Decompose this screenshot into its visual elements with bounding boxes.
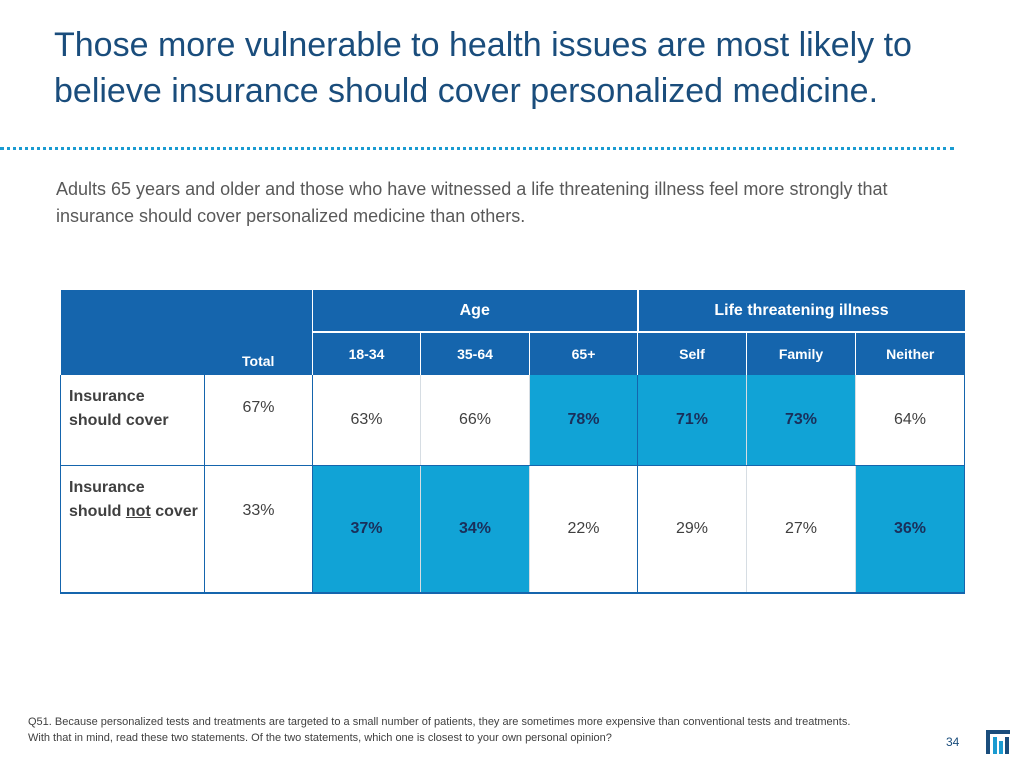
cell-family: 73% — [746, 375, 856, 466]
cell-neither: 36% — [855, 465, 965, 594]
slide-subtitle: Adults 65 years and older and those who … — [56, 179, 888, 226]
logo-icon — [986, 730, 1010, 754]
header-col-neither: Neither — [855, 331, 965, 375]
cell-total: 33% — [204, 465, 313, 594]
cell-18-34: 37% — [312, 465, 421, 594]
header-corner — [60, 290, 205, 375]
cell-35-64: 66% — [420, 375, 530, 466]
header-group-illness: Life threatening illness — [636, 290, 965, 332]
header-col-35-64: 35-64 — [420, 331, 530, 375]
emphasis-not: not — [125, 503, 151, 520]
results-table: Total Age Life threatening illness 18-34… — [60, 290, 965, 594]
header-col-self: Self — [637, 331, 747, 375]
row-label-should-cover: Insurance should cover — [60, 375, 205, 466]
table-row: Insurance should not cover 33% 37% 34% 2… — [60, 465, 965, 594]
cell-total: 67% — [204, 375, 313, 466]
cell-self: 29% — [637, 465, 747, 594]
header-total: Total — [204, 290, 313, 375]
title-divider — [0, 147, 954, 150]
header-col-family: Family — [746, 331, 856, 375]
cell-family: 27% — [746, 465, 856, 594]
header-group-age: Age — [312, 290, 638, 332]
page-number: 34 — [946, 735, 960, 749]
header-col-65-plus: 65+ — [529, 331, 638, 375]
footnote: Q51. Because personalized tests and trea… — [28, 716, 851, 744]
cell-35-64: 34% — [420, 465, 530, 594]
cell-65-plus: 78% — [529, 375, 638, 466]
header-col-18-34: 18-34 — [312, 331, 421, 375]
cell-neither: 64% — [855, 375, 965, 466]
table-row: Insurance should cover 67% 63% 66% 78% 7… — [60, 375, 965, 466]
cell-self: 71% — [637, 375, 747, 466]
cell-18-34: 63% — [312, 375, 421, 466]
row-label-should-not-cover: Insurance should not cover — [60, 465, 205, 594]
slide-title: Those more vulnerable to health issues a… — [54, 26, 912, 110]
cell-65-plus: 22% — [529, 465, 638, 594]
